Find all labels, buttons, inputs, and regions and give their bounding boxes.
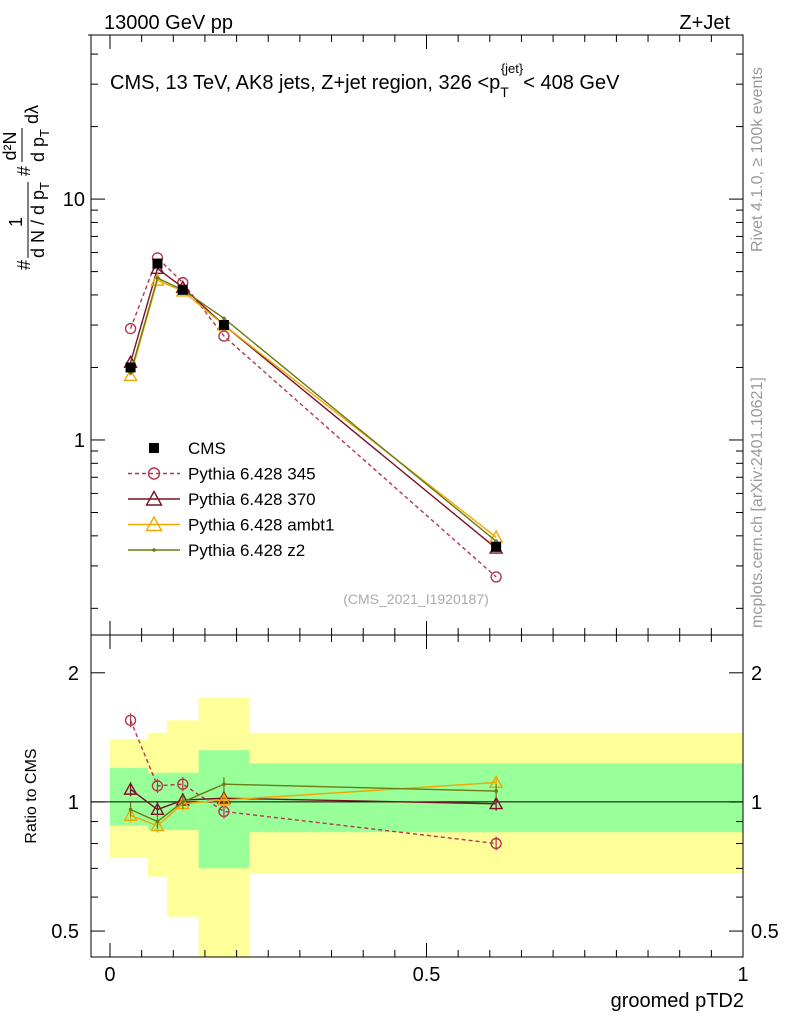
legend-label: CMS	[188, 439, 226, 458]
data-point	[125, 362, 136, 373]
x-tick-label: 0.5	[413, 964, 441, 986]
series-cms	[125, 258, 502, 552]
inner-band	[109, 767, 148, 826]
legend-label: Pythia 6.428 ambt1	[188, 516, 334, 535]
data-point	[149, 443, 159, 453]
legend-item: Pythia 6.428 345	[128, 465, 316, 484]
data-point	[216, 792, 232, 806]
legend-label: Pythia 6.428 z2	[188, 541, 305, 560]
data-point	[488, 796, 504, 810]
data-point	[155, 819, 160, 824]
data-point	[147, 467, 161, 480]
data-point	[490, 837, 502, 850]
data-point	[124, 714, 137, 726]
ratio-series	[123, 713, 504, 851]
ratio-y-axis-label: Ratio to CMS	[23, 748, 40, 843]
ratio-y-tick-label: 1	[68, 792, 79, 814]
legend: CMS Pythia 6.428 345 Pythia 6.428 370 Pythi…	[128, 439, 334, 560]
svg-text:1: 1	[6, 217, 26, 227]
ratio-y-tick-label: 0.5	[51, 921, 79, 943]
data-point	[150, 818, 165, 832]
x-tick-label: 0	[104, 964, 115, 986]
x-tick-label: 1	[737, 964, 748, 986]
analysis-id-label: (CMS_2021_I1920187)	[343, 591, 489, 607]
ratio-axis-ticks: 0.5 0.51 12 20 0.5 1	[51, 635, 779, 986]
svg-text:d²N: d²N	[0, 131, 20, 160]
legend-item: Pythia 6.428 ambt1	[128, 516, 334, 535]
ratio-uncertainty-bands	[91, 697, 743, 957]
ratio-y-tick-label-right: 1	[751, 792, 762, 814]
main-panel: 1 10 CMS, 13 TeV, AK8 jets, Z+jet region,…	[0, 34, 744, 636]
data-point	[222, 316, 226, 321]
series-pythia-6-428-370	[123, 261, 504, 554]
svg-text:d N / d pT: d N / d pT	[28, 182, 52, 258]
data-point	[490, 571, 502, 583]
ratio-series-pythia-6-428-z2	[128, 777, 498, 829]
data-point	[124, 322, 137, 335]
data-point	[123, 808, 138, 821]
data-point	[222, 782, 226, 786]
data-point	[180, 800, 185, 804]
data-point	[494, 789, 498, 793]
data-point	[145, 515, 163, 532]
ratio-frame	[90, 634, 744, 958]
legend-label: Pythia 6.428 370	[188, 490, 316, 509]
data-point	[218, 330, 230, 342]
series-line	[129, 256, 497, 578]
svg-text:#: #	[14, 166, 34, 176]
main-axis-ticks: 1 10	[63, 34, 744, 635]
data-point	[491, 541, 502, 552]
svg-text:#: #	[14, 260, 34, 270]
data-point	[152, 258, 163, 269]
data-point	[152, 548, 156, 552]
ratio-y-tick-label-right: 0.5	[751, 921, 779, 943]
energy-label: 13000 GeV pp	[104, 12, 233, 34]
legend-item: CMS	[149, 439, 226, 458]
main-series	[123, 252, 504, 583]
svg-text:d pT: d pT	[28, 129, 52, 162]
data-point	[177, 284, 188, 295]
data-point	[145, 490, 163, 506]
data-point	[123, 368, 138, 382]
svg-text:dλ: dλ	[22, 105, 42, 124]
ratio-y-tick-label: 2	[68, 663, 79, 685]
ratio-panel: 0.5 0.51 12 20 0.5 1 Ratio to CMS groomed pTD…	[23, 634, 779, 1012]
mcplots-label: mcplots.cern.ch [arXiv:2401.10621]	[749, 377, 766, 628]
data-point	[151, 780, 164, 792]
data-point	[123, 781, 138, 795]
data-point	[218, 320, 229, 331]
data-point	[150, 802, 165, 816]
data-point	[177, 778, 189, 790]
main-y-tick-label: 1	[74, 430, 85, 452]
plot-title: CMS, 13 TeV, AK8 jets, Z+jet region, 326…	[110, 61, 620, 100]
rivet-version-label: Rivet 4.1.0, ≥ 100k events	[749, 67, 766, 252]
process-label: Z+Jet	[679, 12, 730, 34]
ratio-y-tick-label-right: 2	[751, 663, 762, 685]
legend-item: Pythia 6.428 z2	[128, 541, 305, 560]
main-y-axis-label: # 1 d N / d pT # d²N d pT dλ	[0, 105, 52, 270]
legend-item: Pythia 6.428 370	[128, 490, 316, 509]
main-y-tick-label: 10	[63, 189, 85, 211]
data-point	[155, 276, 160, 280]
data-point	[128, 807, 133, 812]
legend-label: Pythia 6.428 345	[188, 465, 316, 484]
x-axis-label: groomed pTD2	[611, 990, 744, 1012]
